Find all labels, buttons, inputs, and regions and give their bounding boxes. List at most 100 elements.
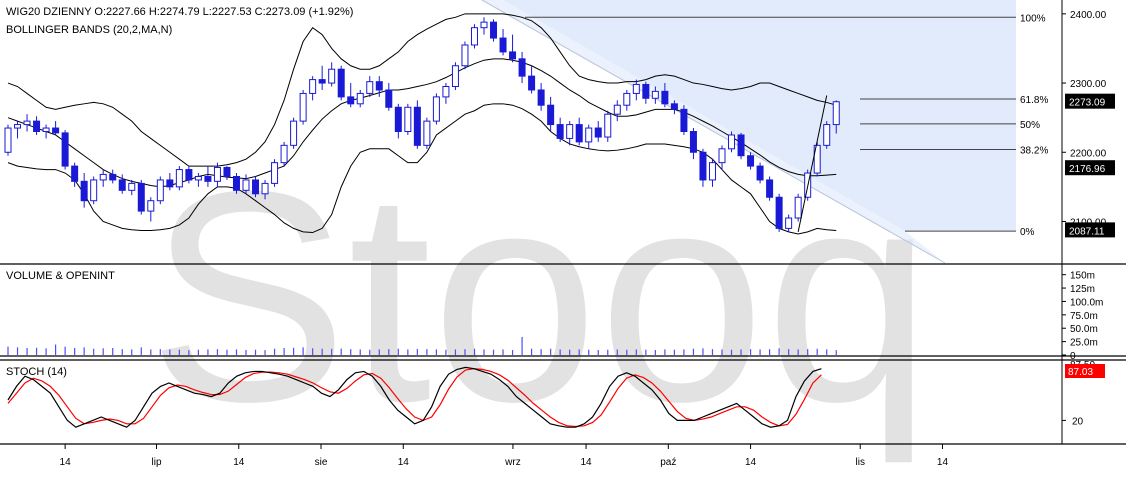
candle-body	[661, 90, 669, 105]
fib-level-label: 50%	[1020, 120, 1040, 131]
candle-body	[394, 106, 402, 132]
candle-body	[775, 196, 783, 229]
x-tick-label: paź	[660, 457, 676, 468]
candle-body	[118, 179, 126, 191]
volume-tick-label: 125m	[1070, 284, 1095, 295]
candle-body	[766, 179, 774, 198]
bollinger-middle-line	[7, 58, 837, 188]
volume-tick-label: 25.0m	[1070, 338, 1098, 349]
candle-body	[280, 144, 288, 164]
stoch-d-line	[7, 368, 822, 428]
header-line2: BOLLINGER BANDS (20,2,MA,N)	[6, 24, 172, 36]
x-tick-label: 14	[60, 457, 72, 468]
candle-body	[813, 144, 821, 174]
candle-body	[737, 134, 745, 157]
candle-body	[423, 120, 431, 146]
candle-body	[689, 131, 697, 153]
fib-level-label: 38.2%	[1020, 145, 1048, 156]
header-line1: WIG20 DZIENNY O:2227.66 H:2274.79 L:2227…	[6, 6, 353, 18]
candle-body	[556, 124, 564, 139]
candle-body	[318, 79, 326, 84]
price-badge-label: 2087.11	[1069, 226, 1105, 237]
candle-body	[480, 21, 488, 29]
x-tick-label: 14	[233, 457, 245, 468]
candle-body	[290, 120, 298, 146]
candle-body	[728, 134, 736, 150]
candle-body	[271, 162, 279, 184]
y-tick-label: 2300.00	[1070, 79, 1107, 90]
candle-body	[832, 101, 840, 126]
candle-body	[52, 127, 60, 134]
x-tick-label: 14	[937, 457, 949, 468]
candle-body	[518, 58, 526, 77]
fib-level-label: 0%	[1020, 227, 1035, 238]
candle-body	[461, 44, 469, 67]
candle-body	[166, 179, 174, 188]
candle-body	[823, 124, 831, 146]
price-badge	[1065, 93, 1115, 109]
price-badge-label: 2273.09	[1069, 98, 1106, 109]
fibonacci-zone	[503, 0, 1016, 232]
candle-body	[756, 165, 764, 181]
candle-body	[404, 106, 412, 132]
price-pane: 100%61.8%50%38.2%0%2100.002200.002300.00…	[0, 0, 1126, 444]
candle-body	[509, 51, 517, 60]
trend-line	[481, 0, 946, 264]
candle-body	[604, 113, 612, 138]
candle-body	[137, 182, 145, 212]
candle-body	[366, 81, 374, 94]
candle-body	[194, 175, 202, 181]
candle-body	[299, 92, 307, 122]
candle-body	[128, 182, 136, 191]
candle-body	[747, 155, 755, 167]
candle-body	[499, 37, 507, 53]
candle-body	[33, 120, 41, 133]
candle-body	[575, 124, 583, 143]
candle-body	[442, 86, 450, 98]
candle-body	[4, 127, 12, 153]
candle-body	[385, 89, 393, 108]
candle-body	[594, 127, 602, 138]
candle-body	[470, 27, 478, 46]
fib-level-label: 100%	[1020, 13, 1046, 24]
candle-body	[42, 127, 50, 133]
x-tick-label: lis	[856, 457, 865, 468]
candle-body	[80, 180, 88, 202]
candle-body	[242, 179, 250, 191]
y-tick-label: 2200.00	[1070, 148, 1107, 159]
candle-body	[566, 124, 574, 139]
x-tick-label: sie	[315, 457, 328, 468]
candle-body	[99, 173, 107, 181]
volume-tick-label: 100.0m	[1070, 297, 1103, 308]
stoch-tick-label: 20	[1072, 416, 1084, 427]
volume-pane-title: VOLUME & OPENINT	[6, 270, 115, 282]
candle-body	[490, 21, 498, 39]
candle-body	[708, 162, 716, 181]
candle-body	[23, 120, 31, 126]
candle-body	[61, 132, 69, 167]
candle-body	[109, 173, 117, 181]
candle-body	[147, 200, 155, 212]
candle-body	[213, 166, 221, 182]
stoch-last-badge	[1065, 364, 1105, 378]
candle-body	[71, 165, 79, 182]
x-tick-label: 14	[580, 457, 592, 468]
candle-body	[528, 75, 536, 91]
x-axis: 14 lip 14 sie 14 wrz 14 paź 14 lis 14	[60, 444, 949, 468]
volume-pane: 150m 125m 100.0m 75.0m 50.0m 25.0m 0	[7, 271, 1103, 362]
x-tick-label: 14	[745, 457, 757, 468]
candle-body	[309, 79, 317, 94]
candle-body	[223, 166, 231, 177]
candle-body	[451, 65, 459, 88]
price-badge	[1065, 160, 1115, 176]
candle-body	[175, 169, 183, 188]
stoch-pane: 2087.5087.03	[0, 359, 1126, 445]
candle-body	[14, 124, 22, 129]
x-tick-label: 14	[398, 457, 410, 468]
impulse-line	[797, 95, 828, 232]
candle-body	[585, 127, 593, 143]
candle-body	[547, 104, 555, 126]
candle-body	[613, 104, 621, 115]
